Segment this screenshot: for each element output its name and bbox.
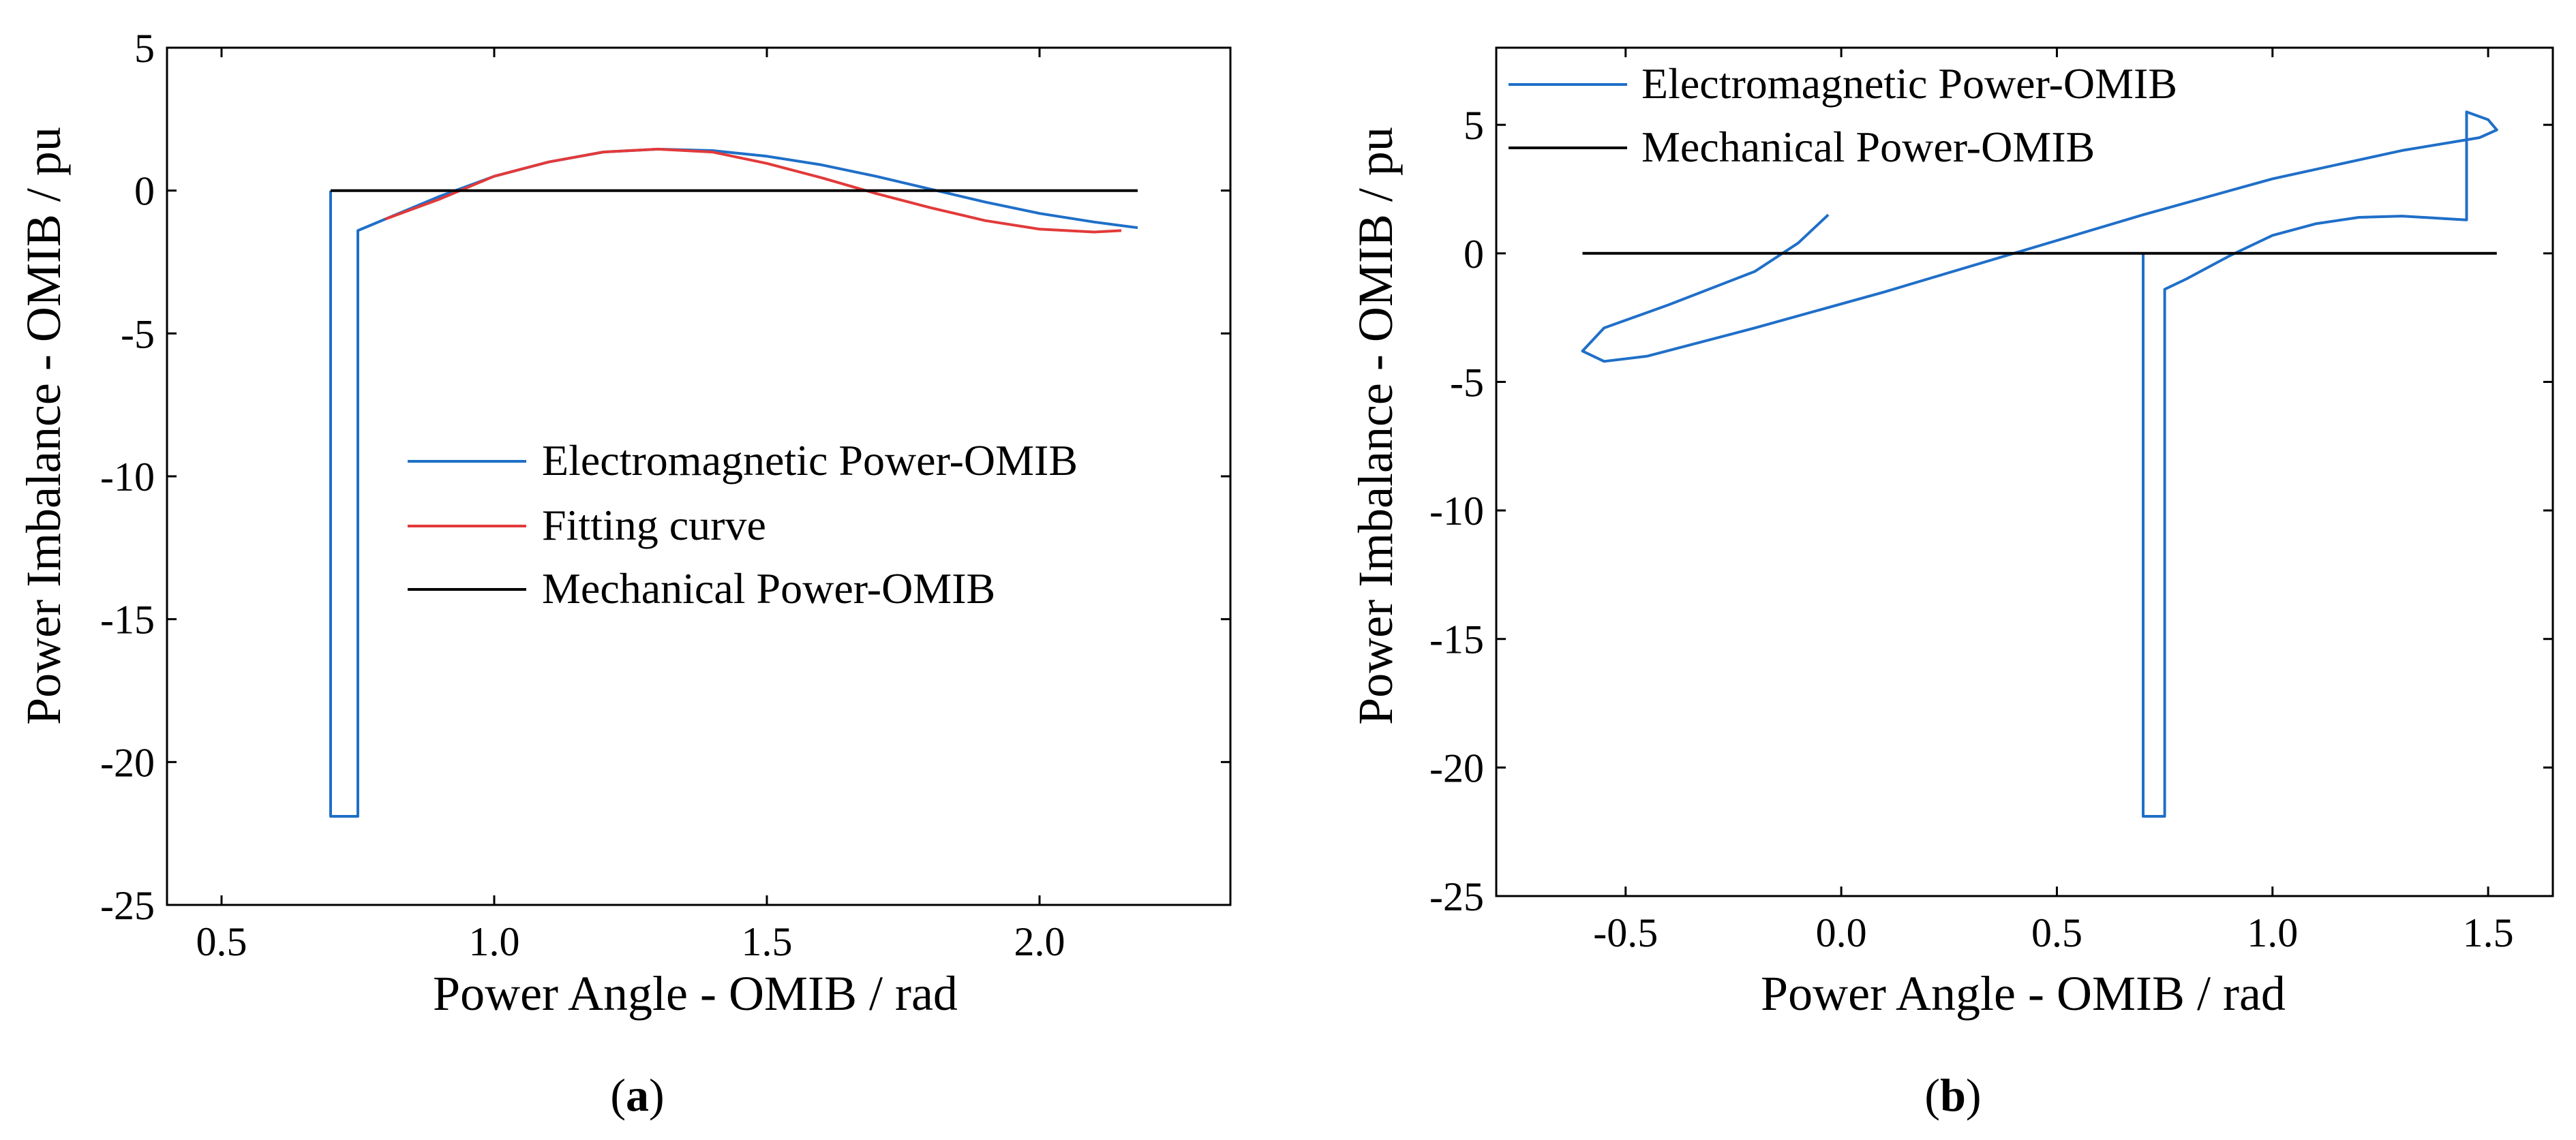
- series-layer-b: [1581, 110, 2498, 818]
- ticks-layer-a: 0.5 1.0 1.5 2.0 5 0 -5 -10 -15 -20 -25: [100, 26, 1230, 964]
- y-tick-label-a: -25: [100, 883, 155, 928]
- y-tick-label-a: 5: [134, 26, 155, 71]
- x-tick-label-b: 1.5: [2463, 910, 2514, 955]
- y-tick-label-b: -15: [1429, 617, 1484, 662]
- legend-label-em-b: Electromagnetic Power-OMIB: [1641, 59, 2177, 108]
- legend-label-em-a: Electromagnetic Power-OMIB: [542, 436, 1078, 484]
- plot-frame-b: [1495, 46, 2554, 897]
- panel-label-open-b: (: [1924, 1069, 1940, 1121]
- y-axis-title-a: Power Imbalance - OMIB / pu: [16, 127, 71, 725]
- x-tick-label-b: -0.5: [1593, 910, 1658, 955]
- y-tick-label-b: -25: [1429, 874, 1484, 919]
- panel-label-open-a: (: [610, 1069, 626, 1121]
- legend-label-fit-a: Fitting curve: [542, 501, 766, 549]
- x-tick-label-a: 0.5: [196, 919, 247, 964]
- legend-b: Electromagnetic Power-OMIB Mechanical Po…: [1509, 59, 2177, 171]
- panel-label-b: (b): [1924, 1069, 1981, 1121]
- y-tick-label-a: 0: [134, 169, 155, 214]
- x-tick-label-a: 1.0: [469, 919, 520, 964]
- series-line-electromagnetic-power-omib-b: [1581, 110, 2498, 818]
- x-tick-label-a: 1.5: [742, 919, 793, 964]
- y-tick-label-b: -20: [1429, 745, 1484, 790]
- y-tick-label-a: -15: [100, 598, 155, 643]
- x-tick-label-b: 0.0: [1816, 910, 1867, 955]
- legend-a: Electromagnetic Power-OMIB Fitting curve…: [408, 436, 1078, 613]
- x-axis-title-a: Power Angle - OMIB / rad: [433, 966, 958, 1021]
- y-tick-label-a: -20: [100, 740, 155, 785]
- y-tick-label-a: -5: [121, 311, 155, 356]
- series-line-fitting-curve-a: [384, 147, 1122, 234]
- panel-label-a: (a): [610, 1069, 664, 1121]
- x-tick-label-a: 2.0: [1014, 919, 1065, 964]
- panel-label-close-a: ): [649, 1069, 665, 1121]
- y-tick-label-a: -10: [100, 455, 155, 499]
- x-tick-label-b: 1.0: [2247, 910, 2298, 955]
- y-axis-title-b: Power Imbalance - OMIB / pu: [1348, 127, 1403, 725]
- ticks-layer-b: -0.5 0.0 0.5 1.0 1.5 5 0 -5 -10 -15 -20 -25: [1429, 48, 2553, 955]
- series-layer-a: [329, 147, 1138, 818]
- y-tick-label-b: 0: [1464, 232, 1484, 277]
- y-tick-label-b: -5: [1450, 360, 1484, 405]
- panel-label-close-b: ): [1966, 1069, 1982, 1121]
- y-tick-label-b: -10: [1429, 489, 1484, 534]
- x-tick-label-b: 0.5: [2031, 910, 2082, 955]
- legend-label-mech-a: Mechanical Power-OMIB: [542, 564, 995, 613]
- panel-label-letter-b: b: [1940, 1069, 1966, 1121]
- chart-panel-a: 0.5 1.0 1.5 2.0 5 0 -5 -10 -15 -20 -25 Power Angle…: [16, 26, 1232, 1121]
- panel-label-letter-a: a: [626, 1069, 649, 1121]
- x-axis-title-b: Power Angle - OMIB / rad: [1761, 966, 2286, 1021]
- chart-panel-b: -0.5 0.0 0.5 1.0 1.5 5 0 -5 -10 -15 -20 -25 Power A…: [1348, 46, 2554, 1121]
- legend-label-mech-b: Mechanical Power-OMIB: [1641, 123, 2095, 171]
- y-tick-label-b: 5: [1464, 103, 1484, 148]
